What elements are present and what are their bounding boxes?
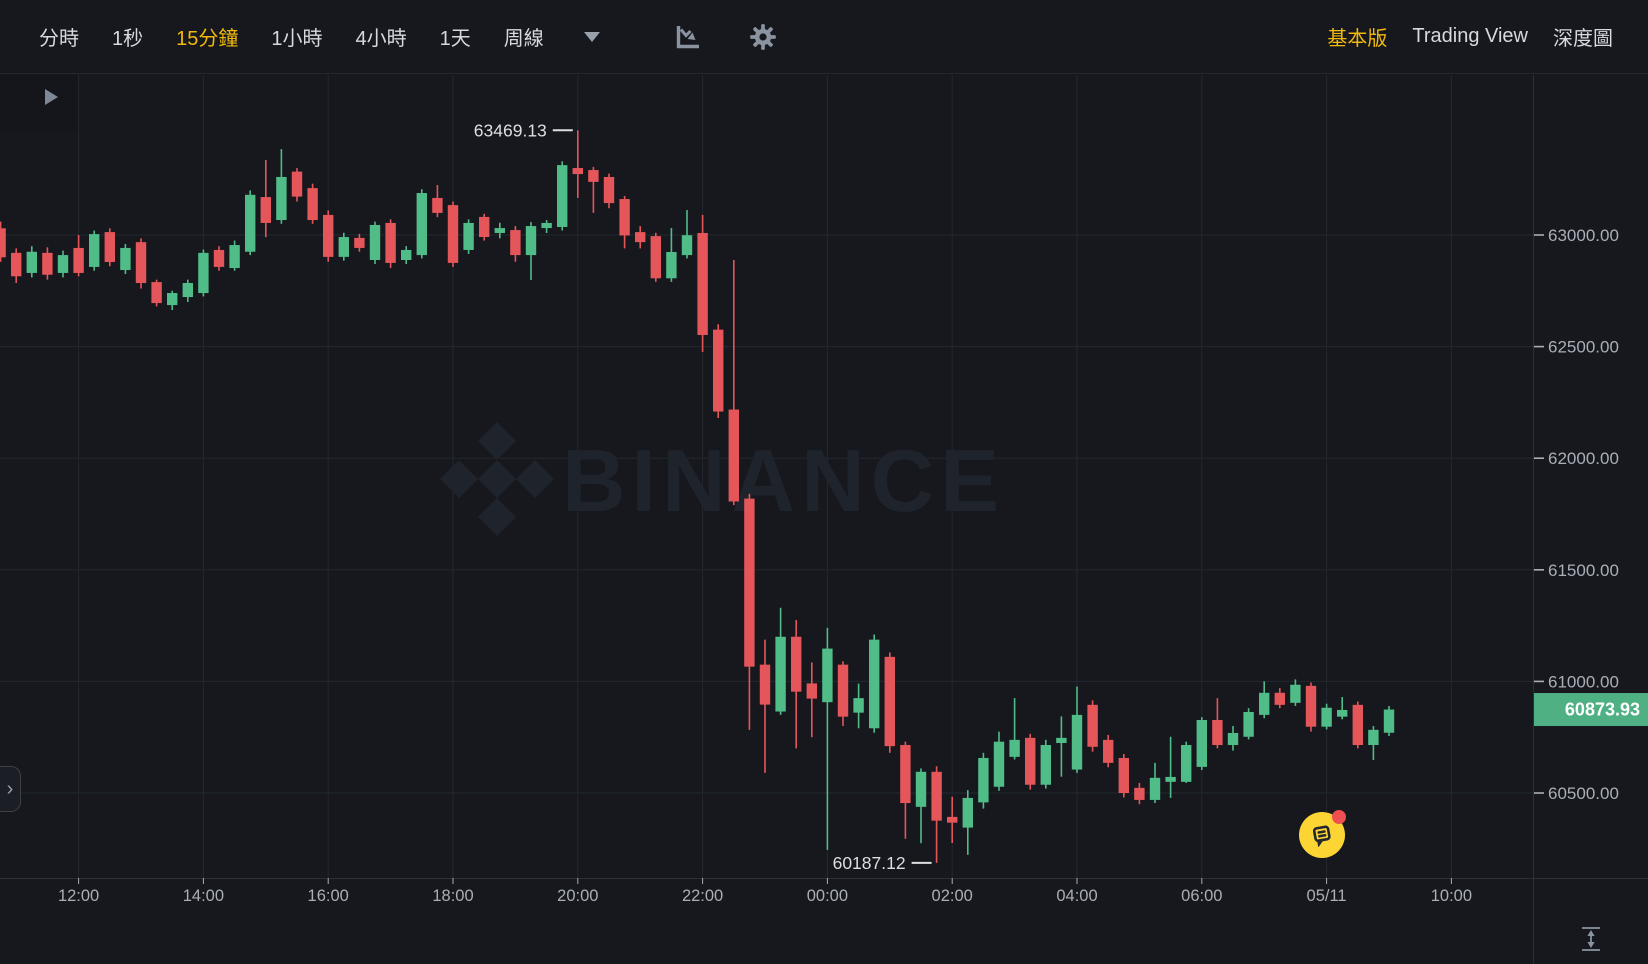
svg-text:60873.93: 60873.93 [1565,700,1640,720]
chart-mode-tab[interactable]: 基本版 [1327,28,1388,50]
high-low-annotations: 63469.13 60187.12 [474,120,932,873]
svg-text:02:00: 02:00 [932,887,973,905]
panel-toggle-chevron[interactable]: › [0,766,21,812]
expand-info-triangle-icon[interactable] [45,89,58,105]
time-axis[interactable]: 12:00 14:00 16:00 18:00 20:00 22:00 00:00 02:00… [58,878,1472,905]
svg-text:14:00: 14:00 [183,887,224,905]
price-axis[interactable]: 63000.00 62500.00 62000.00 61500.00 61000.00… [1534,226,1619,803]
candles [0,130,1395,863]
legend-collapsed-area [0,75,78,132]
svg-text:00:00: 00:00 [807,887,848,905]
interval-button[interactable]: 1天 [439,28,471,50]
svg-text:60187.12: 60187.12 [833,853,906,873]
interval-button[interactable]: 4小時 [355,28,407,50]
svg-text:BINANCE: BINANCE [562,431,1005,530]
chart-mode-tabs: 基本版 Trading View 深度圖 [1327,22,1613,51]
svg-text:10:00: 10:00 [1431,887,1472,905]
notification-dot [1332,810,1346,824]
svg-text:12:00: 12:00 [58,887,99,905]
interval-button[interactable]: 分時 [39,28,79,50]
svg-text:20:00: 20:00 [557,887,598,905]
interval-button[interactable]: 1秒 [112,28,144,50]
chart-mode-tab[interactable]: 深度圖 [1553,28,1613,50]
svg-text:61500.00: 61500.00 [1548,561,1619,580]
support-chat-button[interactable] [1299,810,1346,858]
svg-text:04:00: 04:00 [1056,887,1097,905]
interval-group: 分時 1秒 15分鐘 1小時 4小時 1天 周線 [39,22,544,51]
svg-text:63469.13: 63469.13 [474,120,547,140]
svg-text:62000.00: 62000.00 [1548,449,1619,468]
interval-dropdown-caret[interactable] [583,31,600,42]
interval-button[interactable]: 1小時 [271,28,323,50]
svg-text:60500.00: 60500.00 [1548,784,1619,803]
svg-text:18:00: 18:00 [432,887,473,905]
svg-text:61000.00: 61000.00 [1548,672,1619,691]
interval-button[interactable]: 15分鐘 [176,28,239,50]
svg-text:16:00: 16:00 [308,887,349,905]
settings-gear-icon[interactable] [749,23,777,51]
chart-toolbar: 分時 1秒 15分鐘 1小時 4小時 1天 周線 基本版 Trading V [0,0,1648,74]
chat-document-icon [1312,825,1331,847]
fit-scale-icon[interactable] [1582,927,1600,951]
kline-chart-icon[interactable] [674,23,701,51]
last-price-badge: 60873.93 [1534,693,1648,727]
binance-watermark: BINANCE [440,422,1005,536]
svg-text:63000.00: 63000.00 [1548,226,1619,245]
svg-text:22:00: 22:00 [682,887,723,905]
svg-text:62500.00: 62500.00 [1548,338,1619,357]
svg-text:06:00: 06:00 [1181,887,1222,905]
svg-text:05/11: 05/11 [1307,887,1347,905]
chevron-right-icon: › [6,778,14,800]
interval-button[interactable]: 周線 [503,28,544,50]
chart-mode-tab[interactable]: Trading View [1412,25,1528,47]
